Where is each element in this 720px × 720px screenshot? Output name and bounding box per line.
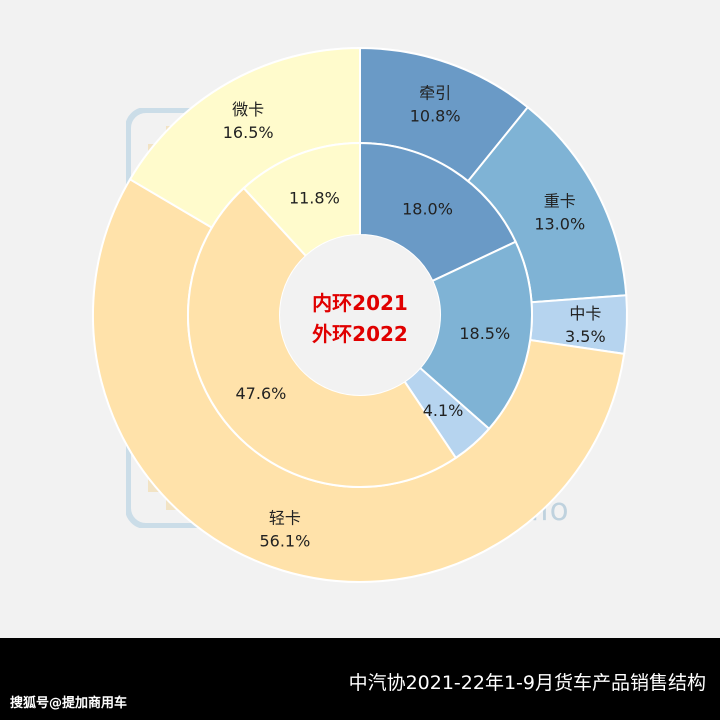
outer-category-label-中卡: 中卡 [569,304,601,323]
outer-category-label-牵引: 牵引 [419,83,451,102]
outer-value-label-轻卡: 56.1% [259,532,310,551]
outer-ring [92,46,628,583]
outer-category-label-重卡: 重卡 [544,191,576,210]
data-labels: 牵引 10.8% 重卡 13.0% 中卡 3.5% 轻卡 56.1% 微卡 16.5% 18.0% 1… [223,83,606,550]
center-label-inner: 内环2021 [312,291,408,315]
footer-title: 中汽协2021-22年1-9月货车产品销售结构 [348,672,706,694]
donut-chart: 牵引 10.8% 重卡 13.0% 中卡 3.5% 轻卡 56.1% 微卡 16.5% 18.0% 1… [92,46,628,583]
center-hole [280,235,440,395]
outer-value-label-牵引: 10.8% [410,106,461,125]
inner-ring [187,141,533,488]
inner-value-label-轻卡: 47.6% [236,384,287,403]
outer-value-label-微卡: 16.5% [223,123,274,142]
inner-value-label-中卡: 4.1% [423,401,464,420]
chart-area: 提加商用车 TruckPlus CV studio 提加商用车 TruckPlu… [92,46,628,583]
outer-value-label-重卡: 13.0% [534,214,585,233]
footer-bar: 中汽协2021-22年1-9月货车产品销售结构 搜狐号@提加商用车 [0,638,720,720]
inner-value-label-微卡: 11.8% [289,189,340,208]
inner-value-label-重卡: 18.5% [459,324,510,343]
outer-value-label-中卡: 3.5% [565,327,606,346]
outer-category-label-轻卡: 轻卡 [269,509,301,528]
inner-value-label-牵引: 18.0% [402,200,453,219]
center-label-outer: 外环2022 [312,322,408,346]
footer-source: 搜狐号@提加商用车 [10,696,128,711]
outer-category-label-微卡: 微卡 [232,100,264,119]
